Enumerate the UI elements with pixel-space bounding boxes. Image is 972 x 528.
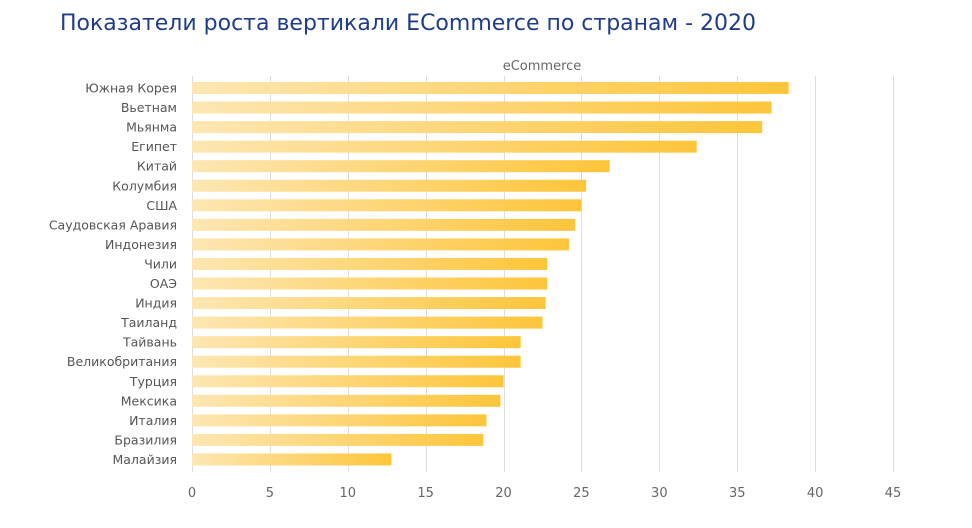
x-tick-label: 20 bbox=[495, 486, 512, 501]
chart-title: Показатели роста вертикали ECommerce по … bbox=[60, 11, 757, 36]
bar bbox=[192, 394, 501, 407]
category-label: Малайзия bbox=[112, 452, 177, 467]
category-label: США bbox=[146, 198, 177, 213]
x-tick-label: 30 bbox=[651, 486, 668, 501]
category-label: Китай bbox=[137, 159, 177, 174]
bar bbox=[192, 355, 521, 368]
x-tick-label: 5 bbox=[266, 486, 274, 501]
bar bbox=[192, 121, 763, 134]
series-label: eCommerce bbox=[503, 59, 582, 74]
bar bbox=[192, 336, 521, 349]
x-axis-ticks: 0 5 10 15 20 25 30 35 40 45 bbox=[188, 486, 901, 501]
bar bbox=[192, 101, 772, 114]
category-label: Мьянма bbox=[126, 120, 177, 135]
category-label: Вьетнам bbox=[121, 100, 177, 115]
category-label: Мексика bbox=[121, 393, 177, 408]
bar bbox=[192, 414, 487, 427]
bar bbox=[192, 218, 576, 231]
x-tick-label: 0 bbox=[188, 486, 196, 501]
category-label: Турция bbox=[129, 374, 177, 389]
bar bbox=[192, 160, 610, 173]
bar bbox=[192, 277, 548, 290]
category-label: Таиланд bbox=[120, 315, 177, 330]
category-label: ОАЭ bbox=[150, 276, 177, 291]
category-label: Великобритания bbox=[67, 354, 177, 369]
bar bbox=[192, 453, 392, 466]
bar bbox=[192, 82, 789, 94]
category-label: Египет bbox=[131, 139, 177, 154]
category-labels: Южная Корея Вьетнам Мьянма Египет Китай Колум… bbox=[49, 81, 178, 467]
bar bbox=[192, 140, 697, 153]
category-label: Италия bbox=[129, 413, 177, 428]
bars bbox=[192, 82, 789, 466]
category-label: Бразилия bbox=[114, 432, 177, 447]
bar bbox=[192, 375, 504, 388]
bar bbox=[192, 199, 582, 212]
category-label: Саудовская Аравия bbox=[49, 217, 177, 232]
category-label: Индия bbox=[135, 296, 177, 311]
grid-lines bbox=[192, 76, 894, 472]
bar bbox=[192, 238, 569, 251]
bar bbox=[192, 316, 543, 329]
x-tick-label: 45 bbox=[885, 486, 902, 501]
x-tick-label: 10 bbox=[340, 486, 357, 501]
category-label: Колумбия bbox=[112, 178, 177, 193]
bar bbox=[192, 297, 546, 310]
bar bbox=[192, 433, 484, 446]
bar bbox=[192, 257, 548, 270]
x-tick-label: 25 bbox=[573, 486, 590, 501]
bar bbox=[192, 179, 587, 192]
x-tick-label: 15 bbox=[417, 486, 434, 501]
category-label: Тайвань bbox=[122, 335, 177, 350]
category-label: Чили bbox=[144, 256, 177, 271]
category-label: Индонезия bbox=[105, 237, 177, 252]
x-tick-label: 40 bbox=[807, 486, 824, 501]
x-tick-label: 35 bbox=[729, 486, 746, 501]
category-label: Южная Корея bbox=[85, 81, 177, 96]
